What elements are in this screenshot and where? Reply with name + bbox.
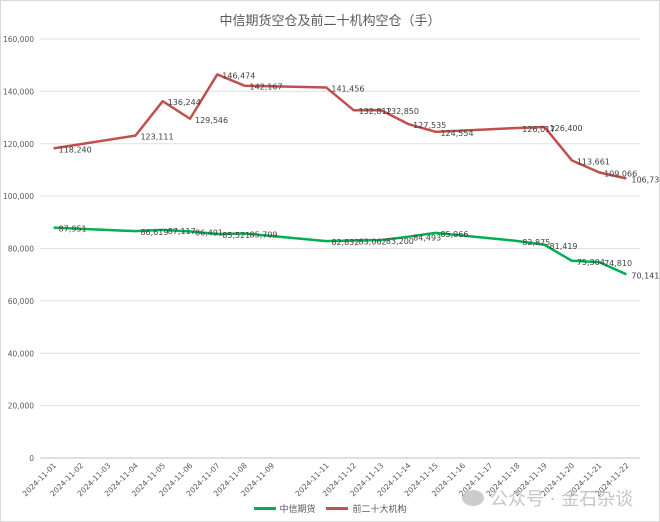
y-tick-label: 60,000: [8, 297, 34, 306]
legend-item-citic: 中信期货: [253, 502, 316, 515]
legend-label: 前二十大机构: [352, 505, 407, 515]
data-label: 83,062: [359, 237, 387, 246]
data-label: 113,661: [577, 157, 610, 166]
data-label: 86,491: [195, 229, 223, 238]
data-label: 84,493: [413, 234, 441, 243]
data-label: 106,738: [631, 175, 660, 184]
y-tick-label: 120,000: [3, 140, 34, 149]
data-label: 124,554: [440, 129, 473, 138]
data-label: 141,456: [331, 85, 364, 94]
legend-swatch-green: [253, 507, 276, 510]
data-label: 127,535: [413, 121, 446, 130]
data-label: 87,117: [168, 227, 196, 236]
legend-item-top20: 前二十大机构: [326, 502, 406, 515]
data-label: 123,111: [140, 133, 173, 142]
data-label: 70,141: [631, 271, 659, 280]
y-tick-label: 100,000: [3, 192, 34, 201]
data-label: 85,521: [222, 231, 250, 240]
data-label: 142,167: [250, 83, 283, 92]
legend-label: 中信期货: [279, 505, 316, 515]
legend: 中信期货 前二十大机构: [0, 502, 660, 515]
y-tick-label: 0: [29, 454, 34, 463]
data-label: 87,951: [59, 225, 87, 234]
data-label: 126,400: [550, 124, 583, 133]
data-label: 118,240: [59, 145, 92, 154]
data-label: 109,066: [604, 169, 637, 178]
y-tick-label: 140,000: [3, 87, 34, 96]
watermark-text: 公众号 · 金石杂谈: [490, 489, 634, 510]
y-tick-label: 20,000: [8, 402, 34, 411]
data-label: 132,850: [386, 107, 419, 116]
chart-title: 中信期货空仓及前二十机构空仓（手）: [219, 14, 441, 29]
y-tick-label: 160,000: [3, 35, 34, 44]
data-label: 126,017: [522, 125, 555, 134]
data-label: 82,832: [331, 238, 359, 247]
data-label: 85,709: [250, 231, 278, 240]
series-line-top20: [53, 73, 627, 180]
data-label: 86,619: [140, 228, 168, 237]
wechat-icon: [462, 490, 484, 506]
data-label: 85,966: [440, 230, 468, 239]
data-label: 146,474: [222, 71, 255, 80]
watermark: 公众号 · 金石杂谈: [462, 485, 633, 511]
data-label: 74,810: [604, 259, 632, 268]
data-label: 132,812: [359, 107, 392, 116]
data-label: 82,875: [522, 238, 550, 247]
data-label: 129,546: [195, 116, 228, 125]
series-line-citic: [53, 226, 627, 276]
data-label: 83,200: [386, 237, 414, 246]
data-label: 81,419: [550, 242, 578, 251]
data-label: 136,244: [168, 98, 201, 107]
y-tick-label: 80,000: [8, 245, 34, 254]
legend-swatch-red: [326, 507, 349, 510]
data-label: 75,304: [577, 258, 605, 267]
y-tick-label: 40,000: [8, 349, 34, 358]
